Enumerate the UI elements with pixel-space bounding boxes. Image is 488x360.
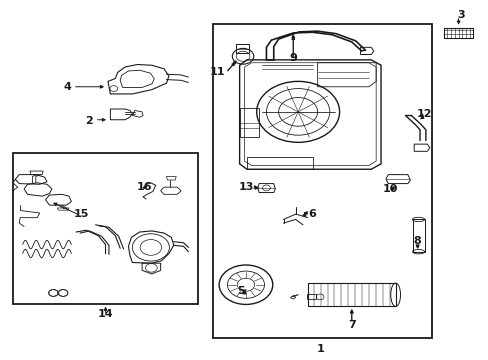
Text: 13: 13	[239, 182, 254, 192]
Text: 14: 14	[98, 310, 113, 319]
Text: 12: 12	[416, 109, 432, 119]
Text: 7: 7	[347, 320, 355, 330]
Text: 15: 15	[73, 209, 89, 219]
Text: 4: 4	[63, 82, 71, 92]
Bar	[13, 153, 198, 304]
Text: 11: 11	[209, 67, 224, 77]
Bar	[212, 24, 431, 338]
Text: 3: 3	[457, 10, 465, 20]
Bar	[306, 294, 315, 299]
Text: 1: 1	[316, 343, 323, 354]
Bar	[444, 28, 472, 39]
Text: 16: 16	[137, 182, 152, 192]
Text: 6: 6	[307, 209, 315, 219]
Text: 2: 2	[85, 116, 93, 126]
Text: 10: 10	[382, 184, 398, 194]
Bar	[412, 220, 424, 252]
Text: 5: 5	[236, 286, 244, 296]
Text: 9: 9	[289, 53, 297, 63]
Text: 8: 8	[413, 236, 421, 246]
Bar	[307, 283, 395, 306]
